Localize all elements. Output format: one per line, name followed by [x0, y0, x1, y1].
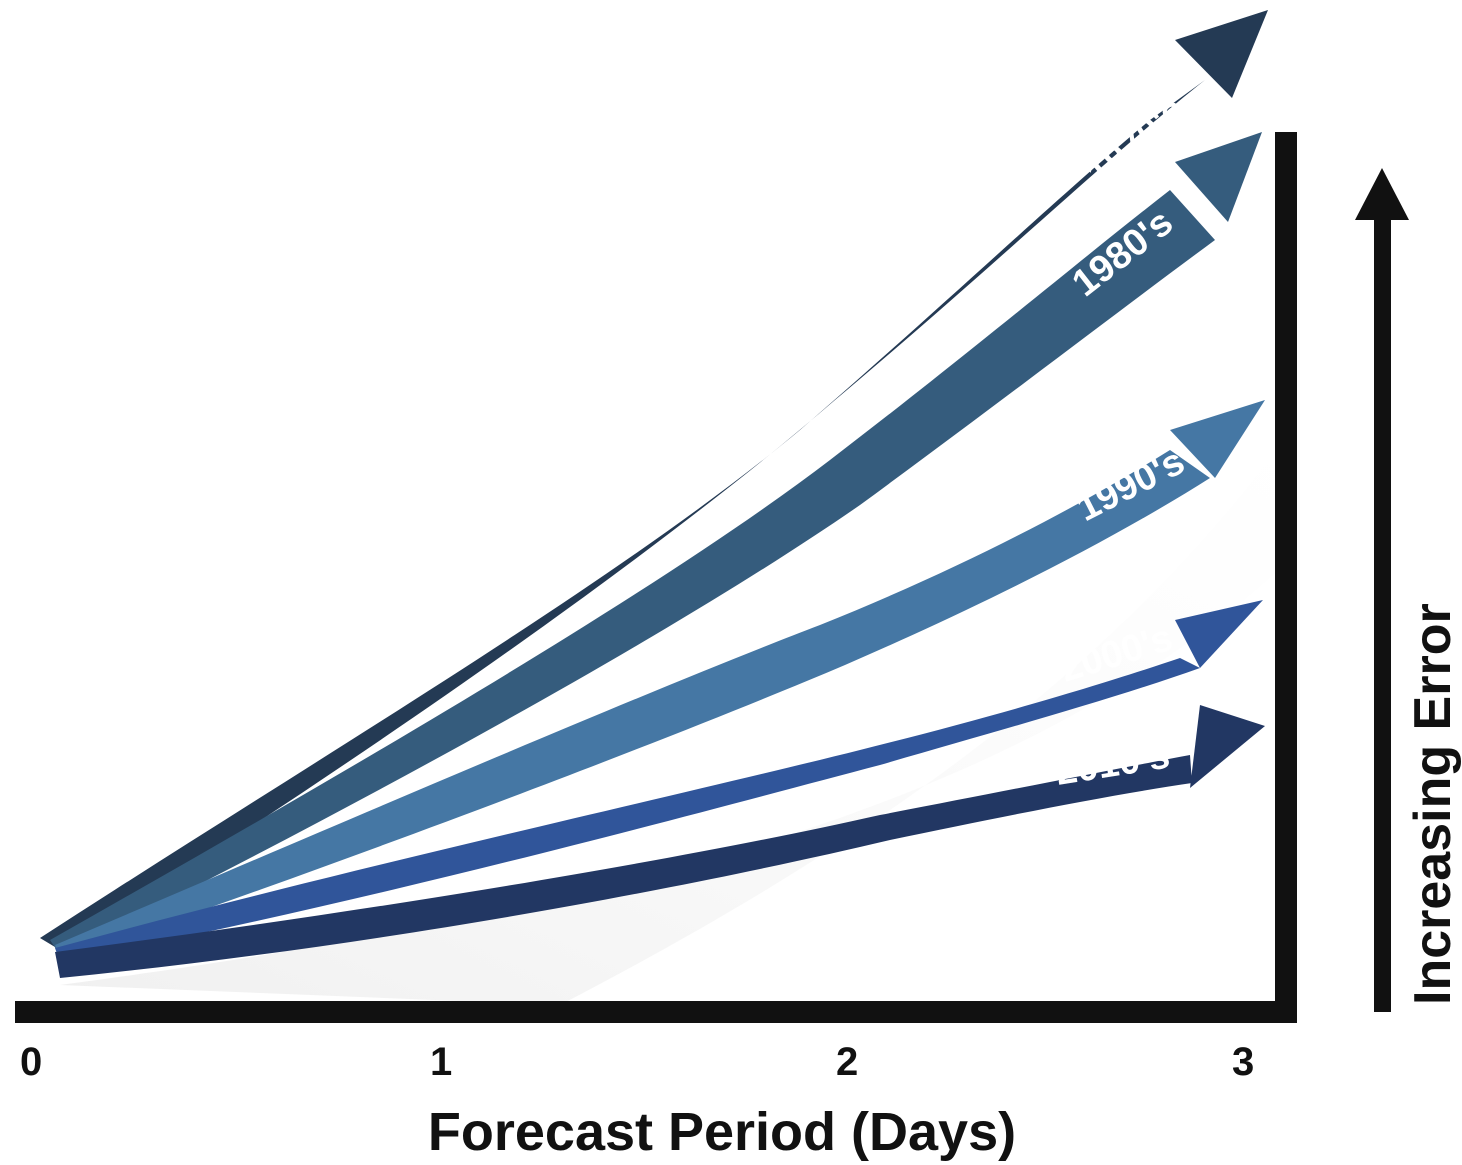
x-axis-line [15, 1001, 1297, 1023]
arrow-1970s-label: 1970's [1079, 89, 1194, 195]
x-tick-2: 2 [836, 1040, 858, 1084]
arrow-2010s-shaft [55, 755, 1192, 978]
increasing-error-arrow-icon [1355, 168, 1409, 1012]
arrow-1980s-head [1175, 132, 1262, 222]
arrow-2010s-head [1190, 705, 1265, 788]
y-axis-title: Increasing Error [1404, 603, 1462, 1005]
arrow-1990s-shaft [55, 450, 1210, 960]
arrow-2000s-shaft [55, 658, 1200, 962]
arrow-1990s-head [1170, 400, 1265, 478]
arrow-2000s-head [1175, 600, 1263, 668]
arrow-1970s-head [1175, 10, 1268, 98]
x-tick-1: 1 [430, 1040, 452, 1084]
x-axis-title: Forecast Period (Days) [428, 1102, 1016, 1162]
x-tick-3: 3 [1232, 1040, 1254, 1084]
arrow-2010s: 2010's [55, 705, 1265, 978]
arrow-1980s-shaft [50, 190, 1215, 955]
x-tick-0: 0 [20, 1040, 42, 1084]
y-axis-line [1275, 132, 1297, 1023]
